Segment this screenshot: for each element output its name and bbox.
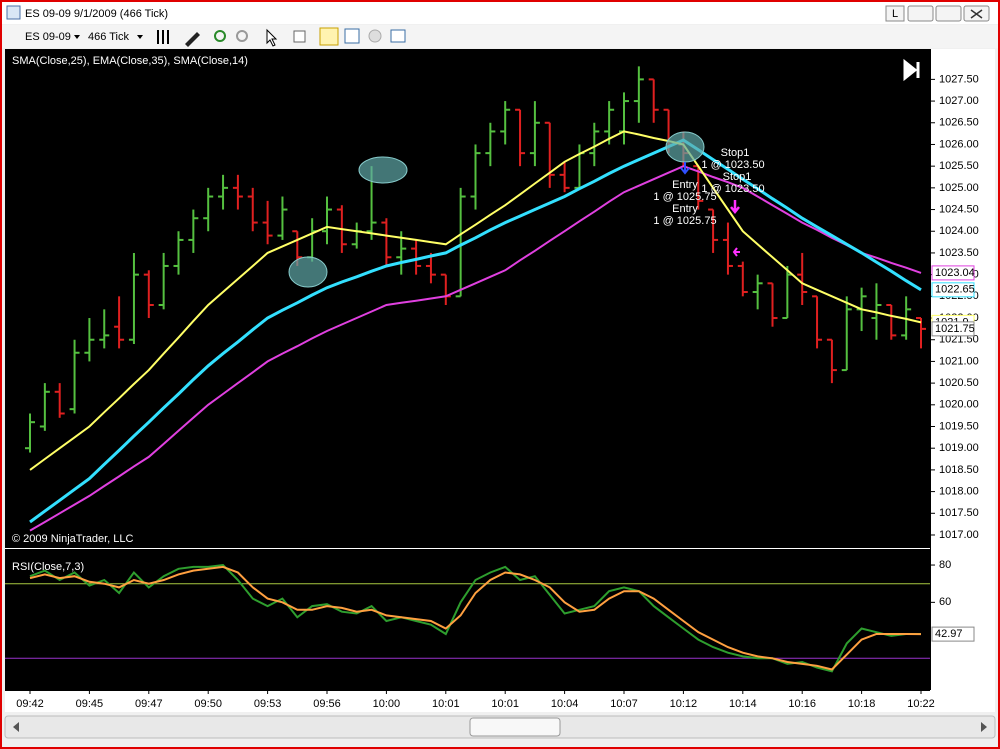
draw-tool-button[interactable] [185,32,200,47]
highlight-ellipse [288,256,328,288]
highlight-ellipse [358,156,408,184]
dropdown-arrow [137,35,143,39]
trade-annotation: Entry [672,179,698,191]
x-tick-label: 10:22 [907,698,935,710]
y-tick-label: 1026.00 [939,138,979,150]
y-tick-label: 1026.50 [939,117,979,129]
x-tick-label: 10:04 [551,698,579,710]
last-value-box [931,265,975,281]
y-tick-label: 1023.50 [939,247,979,259]
last-value-label: 1023.04 [935,267,975,279]
x-axis-area [5,690,995,712]
x-tick-label: 09:50 [194,698,222,710]
y-tick-label: 1021.00 [939,355,979,367]
trade-annotation: 1 @ 1023.50 [701,183,764,195]
entry-arrow [680,162,690,175]
dropdown-arrow [74,35,80,39]
marks: 1017.00 1017.50 1018.00 1018.50 1019.00 1019.… [5,66,979,710]
x-tick-label: 10:18 [848,698,876,710]
trade-annotation: 1 @ 1025.75 [653,215,716,227]
strategy-button[interactable] [319,27,339,46]
pointer-button[interactable] [266,28,278,47]
last-value-box [931,282,975,298]
y-tick-label: 1025.50 [939,160,979,172]
link-button[interactable] [885,5,905,22]
highlight-ellipse [665,131,705,163]
x-tick-label: 10:16 [788,698,816,710]
x-tick-label: 10:01 [491,698,519,710]
zoom-out-button[interactable] [236,30,248,42]
y-tick-label: 1020.00 [939,399,979,411]
last-value-box [931,626,975,642]
instrument-selector[interactable]: ES 09-09 [25,31,71,43]
y-tick-label: 1024.00 [939,225,979,237]
indicator-line [29,130,922,471]
y-tick-label: 80 [939,559,951,571]
x-tick-label: 10:01 [432,698,460,710]
x-tick-label: 10:07 [610,698,638,710]
price-indicator-title: SMA(Close,25), EMA(Close,35), SMA(Close,… [12,55,248,67]
scroll-to-end-button[interactable] [903,58,920,82]
price-panel [5,49,930,548]
stop-arrow [730,200,740,215]
x-tick-label: 10:12 [670,698,698,710]
rsi-line [29,565,922,671]
trade-annotation: Stop1 [723,171,752,183]
trade-annotation: 1 @ 1025.75 [653,191,716,203]
bar-type-button[interactable] [157,30,169,44]
last-value-label: 42.97 [935,628,963,640]
exit-marker [732,247,740,257]
copyright: © 2009 NinjaTrader, LLC [12,533,133,545]
interval-selector[interactable]: 466 Tick [88,31,129,43]
indicator-line [29,138,922,524]
y-tick-label: 1017.50 [939,507,979,519]
snapshot-button[interactable] [293,30,306,43]
y-tick-label: 1027.00 [939,95,979,107]
restore-button[interactable] [935,5,962,22]
y-tick-label: 1027.50 [939,73,979,85]
rsi-title: RSI(Close,7,3) [12,561,84,573]
trade-annotation: 1 @ 1023.50 [701,159,764,171]
x-tick-label: 09:42 [16,698,44,710]
y-tick-label: 1021.50 [939,334,979,346]
x-tick-label: 09:47 [135,698,163,710]
y-tick-label: 1020.50 [939,377,979,389]
x-tick-label: 09:56 [313,698,341,710]
y-tick-label: 1019.00 [939,442,979,454]
title-bar [2,2,998,24]
toolbar [2,25,998,48]
last-value-label: 1022.65 [935,284,975,296]
indicator-button[interactable] [344,28,360,44]
y-tick-label: 60 [939,596,951,608]
x-tick-label: 10:00 [373,698,401,710]
properties-button[interactable] [368,29,382,43]
last-value-label: 1021.75 [935,323,975,335]
link-button-label: L [892,8,898,20]
x-tick-label: 10:14 [729,698,757,710]
y-tick-label: 1017.00 [939,529,979,541]
last-value-box [931,321,975,337]
y-tick-label: 1019.50 [939,420,979,432]
zoom-in-button[interactable] [214,30,226,42]
minimize-button[interactable] [907,5,934,22]
x-tick-label: 09:45 [76,698,104,710]
scrollbar-thumb[interactable] [469,717,561,737]
indicator-line [29,165,922,532]
y-tick-label: 1024.50 [939,203,979,215]
window-title: ES 09-09 9/1/2009 (466 Tick) [25,8,168,20]
y-axis-area [930,49,995,690]
y-tick-label: 1025.00 [939,182,979,194]
y-tick-label: 1018.50 [939,464,979,476]
rsi-panel [5,549,930,690]
y-tick-label: 1018.00 [939,485,979,497]
trade-annotation: Stop1 [721,147,750,159]
app-icon [6,5,21,20]
data-box-button[interactable] [390,29,406,43]
x-tick-label: 09:53 [254,698,282,710]
close-icon [970,9,983,19]
trade-annotation: Entry [672,203,698,215]
